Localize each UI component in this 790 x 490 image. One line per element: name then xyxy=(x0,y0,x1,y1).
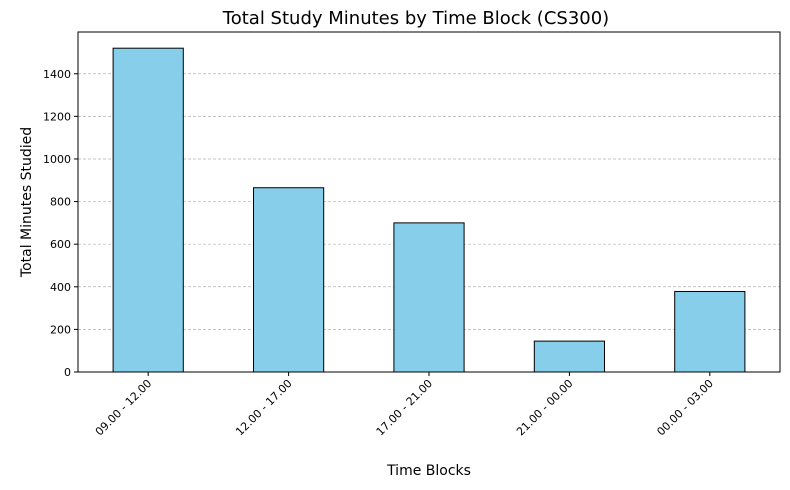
y-axis-ticks: 0 200 400 600 800 1000 1200 1400 xyxy=(43,68,78,379)
y-tick-label: 600 xyxy=(50,238,71,251)
x-axis-ticks: 09.00 - 12.00 12.00 - 17.00 17.00 - 21.00 2… xyxy=(93,372,716,438)
y-tick-label: 200 xyxy=(50,323,71,336)
y-axis-title: Total Minutes Studied xyxy=(19,127,35,278)
x-tick-label: 12.00 - 17.00 xyxy=(233,377,294,438)
bar-1 xyxy=(112,47,184,373)
bar-3 xyxy=(393,222,465,373)
chart-title: Total Study Minutes by Time Block (CS300… xyxy=(222,8,609,29)
bar-5 xyxy=(674,290,746,373)
y-tick-label: 400 xyxy=(50,281,71,294)
x-axis-title: Time Blocks xyxy=(386,463,471,479)
bars xyxy=(112,47,746,373)
bar-2 xyxy=(253,187,325,373)
y-tick-label: 1400 xyxy=(43,68,71,81)
x-tick-label: 21.00 - 00.00 xyxy=(514,377,575,438)
y-tick-label: 1000 xyxy=(43,153,71,166)
bar-4 xyxy=(533,340,605,373)
y-tick-label: 1200 xyxy=(43,110,71,123)
x-tick-label: 09.00 - 12.00 xyxy=(93,377,154,438)
y-tick-label: 0 xyxy=(64,366,71,379)
x-tick-label: 00.00 - 03.00 xyxy=(654,377,715,438)
y-tick-label: 800 xyxy=(50,196,71,209)
x-tick-label: 17.00 - 21.00 xyxy=(374,377,435,438)
